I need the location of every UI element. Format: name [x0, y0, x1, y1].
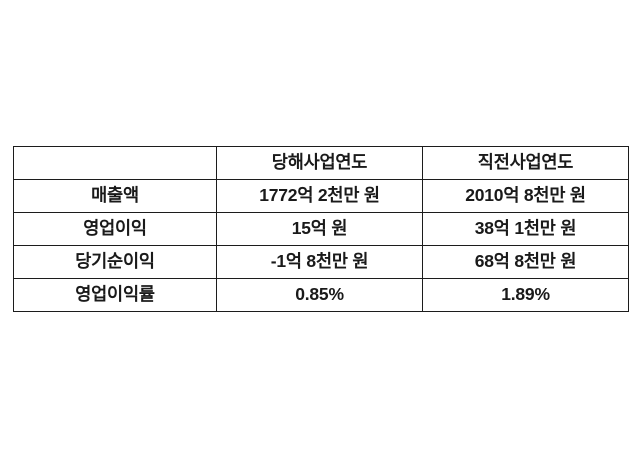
table-row: 영업이익 15억 원 38억 1천만 원 — [13, 212, 629, 246]
table-header: 당해사업연도 직전사업연도 — [13, 146, 629, 180]
cell-net-income-previous-year: 68억 8천만 원 — [422, 245, 629, 279]
cell-operating-margin-current-year: 0.85% — [216, 278, 423, 312]
cell-operating-profit-previous-year: 38억 1천만 원 — [422, 212, 629, 246]
cell-revenue-previous-year: 2010억 8천만 원 — [422, 179, 629, 213]
column-header-current-year: 당해사업연도 — [216, 146, 423, 180]
table-header-row: 당해사업연도 직전사업연도 — [13, 146, 629, 180]
financial-summary-table: 당해사업연도 직전사업연도 매출액 1772억 2천만 원 2010억 8천만 … — [13, 146, 629, 312]
table-row: 영업이익률 0.85% 1.89% — [13, 278, 629, 312]
column-header-previous-year: 직전사업연도 — [422, 146, 629, 180]
row-label-operating-margin: 영업이익률 — [13, 278, 217, 312]
table-corner-cell — [13, 146, 217, 180]
cell-operating-profit-current-year: 15억 원 — [216, 212, 423, 246]
row-label-operating-profit: 영업이익 — [13, 212, 217, 246]
table-row: 당기순이익 -1억 8천만 원 68억 8천만 원 — [13, 245, 629, 279]
cell-net-income-current-year: -1억 8천만 원 — [216, 245, 423, 279]
row-label-net-income: 당기순이익 — [13, 245, 217, 279]
financial-table-container: 당해사업연도 직전사업연도 매출액 1772억 2천만 원 2010억 8천만 … — [13, 146, 629, 312]
cell-operating-margin-previous-year: 1.89% — [422, 278, 629, 312]
cell-revenue-current-year: 1772억 2천만 원 — [216, 179, 423, 213]
table-body: 매출액 1772억 2천만 원 2010억 8천만 원 영업이익 15억 원 3… — [13, 179, 629, 312]
row-label-revenue: 매출액 — [13, 179, 217, 213]
table-row: 매출액 1772억 2천만 원 2010억 8천만 원 — [13, 179, 629, 213]
